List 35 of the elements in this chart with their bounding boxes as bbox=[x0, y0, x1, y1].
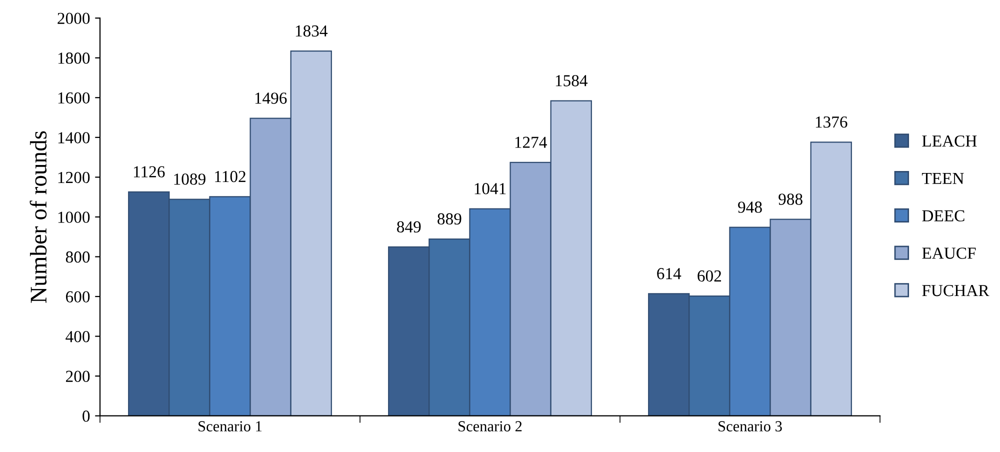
data-label: 1834 bbox=[296, 25, 328, 37]
y-tick-label: 1200 bbox=[58, 172, 90, 184]
y-tick-label: 800 bbox=[66, 251, 90, 263]
y-axis-title: Number of rounds bbox=[30, 131, 47, 303]
data-label: 1102 bbox=[215, 170, 246, 182]
legend-label: LEACH bbox=[922, 135, 977, 147]
y-tick-label: 1800 bbox=[58, 52, 90, 64]
y-tick-label: 0 bbox=[82, 410, 90, 422]
data-label: 1041 bbox=[474, 183, 506, 194]
data-label: 1376 bbox=[816, 116, 848, 128]
data-label: 889 bbox=[438, 213, 462, 225]
data-label: 1584 bbox=[556, 75, 588, 86]
data-label: 849 bbox=[397, 221, 421, 232]
data-label: 1274 bbox=[515, 136, 547, 148]
legend-label: EAUCF bbox=[922, 248, 976, 259]
data-label: 1089 bbox=[174, 174, 206, 185]
y-tick-label: 600 bbox=[66, 291, 90, 302]
y-tick-label: 400 bbox=[66, 330, 90, 342]
data-label: 948 bbox=[738, 202, 762, 213]
y-tick-label: 1400 bbox=[58, 132, 90, 144]
data-label: 1496 bbox=[255, 92, 287, 104]
x-tick-label: Scenario 3 bbox=[718, 421, 782, 432]
legend-label: TEEN bbox=[922, 172, 964, 184]
y-tick-label: 1600 bbox=[58, 92, 90, 104]
legend-label: DEEC bbox=[922, 210, 964, 222]
data-label: 1126 bbox=[134, 166, 165, 178]
x-tick-label: Scenario 1 bbox=[198, 421, 262, 432]
data-label: 602 bbox=[698, 270, 722, 282]
data-label: 614 bbox=[657, 268, 682, 280]
data-label: 988 bbox=[778, 194, 802, 205]
y-tick-label: 200 bbox=[66, 370, 90, 382]
y-tick-label: 2000 bbox=[58, 12, 90, 24]
legend-label: FUCHAR bbox=[922, 285, 990, 296]
x-tick-label: Scenario 2 bbox=[458, 421, 522, 432]
y-tick-label: 1000 bbox=[58, 212, 90, 223]
